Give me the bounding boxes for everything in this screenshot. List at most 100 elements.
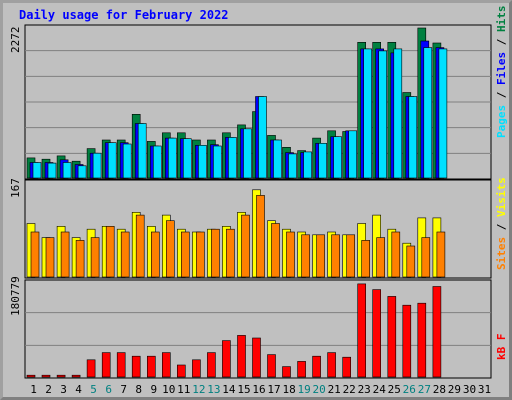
bar-bot-kb-f-day-4 bbox=[71, 374, 81, 378]
bar-mid-sites-day-24 bbox=[376, 237, 386, 278]
bar-mid-sites-day-22 bbox=[346, 234, 356, 278]
bar-top-pages-day-20 bbox=[318, 143, 327, 179]
bar-mid-sites-day-20 bbox=[316, 234, 325, 278]
bar-top-pages-day-1 bbox=[32, 162, 42, 179]
bar-bot-kb-f-day-19 bbox=[297, 361, 306, 378]
top-legend: Pages / Files / Hits bbox=[495, 6, 508, 139]
bar-top-pages-day-27 bbox=[423, 47, 433, 179]
bar-mid-sites-day-19 bbox=[301, 234, 310, 278]
bar-bot-kb-f-day-20 bbox=[312, 355, 321, 378]
panel-bot bbox=[24, 279, 492, 379]
bar-bot-kb-f-day-24 bbox=[372, 289, 382, 378]
bar-mid-sites-day-6 bbox=[105, 226, 115, 278]
x-tick-label-day-6: 6 bbox=[105, 383, 112, 396]
bar-top-pages-day-21 bbox=[333, 136, 342, 179]
bar-top-pages-day-19 bbox=[303, 151, 312, 179]
bar-bot-kb-f-day-2 bbox=[41, 374, 51, 378]
top-ymax-label: 2272 bbox=[9, 27, 22, 54]
x-tick-label-day-21: 21 bbox=[328, 383, 341, 396]
bar-bot-kb-f-day-18 bbox=[282, 366, 291, 378]
x-tick-label-day-5: 5 bbox=[90, 383, 97, 396]
bar-top-pages-day-3 bbox=[62, 162, 72, 179]
bar-top-pages-day-17 bbox=[273, 139, 282, 179]
x-tick-label-day-20: 20 bbox=[312, 383, 325, 396]
bar-bot-kb-f-day-1 bbox=[26, 374, 36, 378]
chart-title: Daily usage for February 2022 bbox=[19, 8, 229, 22]
bar-mid-sites-day-26 bbox=[406, 245, 416, 278]
x-tick-label-day-28: 28 bbox=[433, 383, 446, 396]
legend-pages: Pages bbox=[495, 105, 508, 138]
bar-bot-kb-f-day-15 bbox=[237, 335, 246, 378]
bar-bot-kb-f-day-26 bbox=[402, 304, 412, 378]
bar-top-pages-day-28 bbox=[438, 48, 448, 179]
x-tick-label-day-26: 26 bbox=[403, 383, 416, 396]
bar-top-pages-day-25 bbox=[393, 48, 403, 179]
bar-mid-sites-day-9 bbox=[151, 231, 160, 278]
x-tick-label-day-12: 12 bbox=[192, 383, 205, 396]
bar-bot-kb-f-day-16 bbox=[252, 337, 261, 378]
bar-top-pages-day-23 bbox=[363, 48, 373, 179]
x-tick-label-day-9: 9 bbox=[150, 383, 157, 396]
bar-top-pages-day-8 bbox=[137, 123, 147, 179]
x-tick-label-day-15: 15 bbox=[237, 383, 250, 396]
bar-mid-sites-day-2 bbox=[45, 237, 55, 278]
bar-mid-sites-day-8 bbox=[135, 214, 145, 278]
x-tick-label-day-18: 18 bbox=[282, 383, 295, 396]
x-tick-label-day-11: 11 bbox=[177, 383, 190, 396]
x-tick-label-day-14: 14 bbox=[222, 383, 236, 396]
x-tick-label-day-4: 4 bbox=[75, 383, 82, 396]
bar-top-pages-day-10 bbox=[168, 137, 177, 179]
bar-bot-kb-f-day-12 bbox=[192, 359, 201, 378]
x-tick-label-day-24: 24 bbox=[373, 383, 387, 396]
bar-bot-kb-f-day-21 bbox=[327, 352, 336, 378]
bar-top-pages-day-14 bbox=[228, 137, 237, 179]
bar-mid-sites-day-10 bbox=[166, 220, 175, 278]
bar-bot-kb-f-day-23 bbox=[357, 283, 367, 378]
bar-bot-kb-f-day-7 bbox=[116, 352, 126, 378]
bar-mid-sites-day-4 bbox=[75, 240, 85, 278]
x-tick-label-day-8: 8 bbox=[135, 383, 142, 396]
bar-mid-sites-day-7 bbox=[120, 231, 130, 278]
legend-kbf: kB F bbox=[495, 334, 508, 361]
x-tick-label-day-10: 10 bbox=[162, 383, 175, 396]
mid-ymax-label: 167 bbox=[9, 178, 22, 198]
bar-bot-kb-f-day-11 bbox=[177, 364, 186, 378]
legend-sep-3: / bbox=[495, 217, 508, 237]
x-tick-label-day-17: 17 bbox=[267, 383, 280, 396]
bar-mid-sites-day-16 bbox=[256, 195, 265, 278]
legend-sep-1: / bbox=[495, 85, 508, 105]
panel-top bbox=[24, 24, 492, 180]
bar-top-pages-day-9 bbox=[153, 145, 162, 179]
x-tick-label-day-2: 2 bbox=[45, 383, 52, 396]
x-tick-label-day-16: 16 bbox=[252, 383, 265, 396]
bar-top-pages-day-12 bbox=[198, 145, 207, 179]
x-tick-label-day-22: 22 bbox=[343, 383, 356, 396]
bar-mid-sites-day-5 bbox=[90, 237, 100, 278]
bar-top-pages-day-22 bbox=[348, 130, 358, 179]
bar-mid-sites-day-3 bbox=[60, 231, 70, 278]
bar-top-pages-day-24 bbox=[378, 50, 388, 179]
bar-top-pages-day-6 bbox=[107, 142, 117, 179]
bar-mid-sites-day-13 bbox=[211, 228, 220, 278]
bar-mid-sites-day-25 bbox=[391, 231, 401, 278]
bar-bot-kb-f-day-6 bbox=[101, 352, 111, 378]
bar-mid-sites-day-17 bbox=[271, 223, 280, 278]
bar-bot-kb-f-day-10 bbox=[162, 352, 171, 378]
x-tick-label-day-27: 27 bbox=[418, 383, 431, 396]
bar-mid-sites-day-23 bbox=[361, 240, 371, 278]
x-tick-label-day-7: 7 bbox=[120, 383, 127, 396]
x-tick-label-day-1: 1 bbox=[30, 383, 37, 396]
bar-mid-sites-day-15 bbox=[241, 214, 250, 278]
bar-bot-kb-f-day-22 bbox=[342, 356, 352, 378]
bar-mid-sites-day-11 bbox=[181, 231, 190, 278]
bar-bot-kb-f-day-27 bbox=[417, 302, 427, 378]
bar-top-pages-day-7 bbox=[122, 143, 132, 179]
bar-mid-sites-day-14 bbox=[226, 228, 235, 278]
bar-bot-kb-f-day-8 bbox=[131, 355, 141, 378]
legend-hits: Hits bbox=[495, 6, 508, 33]
bar-bot-kb-f-day-5 bbox=[86, 359, 96, 378]
bot-ymax-label: 180779 bbox=[9, 276, 22, 316]
bar-top-pages-day-26 bbox=[408, 96, 418, 179]
x-tick-label-day-25: 25 bbox=[388, 383, 401, 396]
